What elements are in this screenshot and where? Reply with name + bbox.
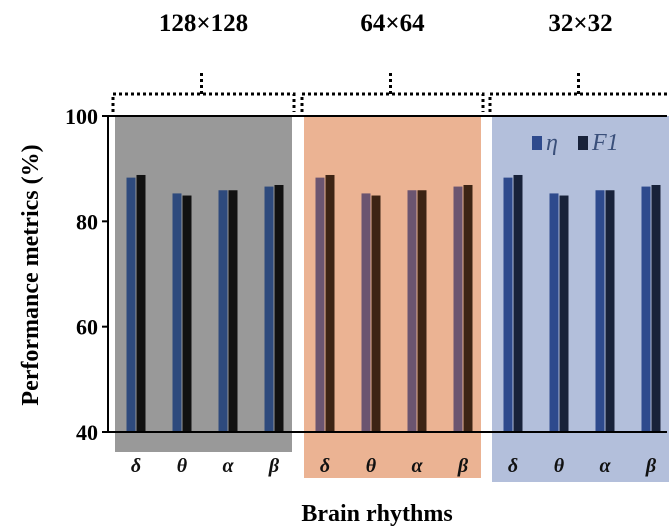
y-tick-label: 100 [65, 104, 98, 129]
category-tick-label: θ [366, 455, 377, 477]
bar-f1 [651, 184, 661, 432]
bar-eta [361, 193, 371, 432]
bar-eta [315, 177, 325, 432]
bar-eta [595, 190, 605, 432]
bar-f1 [463, 184, 473, 432]
bar-eta [218, 190, 228, 432]
category-tick-label: α [222, 455, 234, 477]
category-tick-label: β [268, 455, 280, 477]
y-tick-label: 80 [76, 209, 98, 234]
category-tick-label: θ [177, 455, 188, 477]
bar-f1 [136, 174, 146, 432]
bar-f1 [513, 174, 523, 432]
bar-eta [264, 186, 274, 432]
group-bracket [488, 73, 669, 112]
bar-eta [407, 190, 417, 432]
bar-f1 [559, 195, 569, 432]
category-tick-label: α [411, 455, 423, 477]
y-tick-label: 40 [76, 420, 98, 445]
category-tick-label: δ [320, 455, 330, 477]
bar-eta [126, 177, 136, 432]
group-title: 64×64 [360, 10, 425, 37]
bar-eta [503, 177, 513, 432]
bar-eta [172, 193, 182, 432]
group-title: 32×32 [548, 10, 612, 37]
bar-eta [549, 193, 559, 432]
group-bracket [300, 73, 485, 112]
y-axis-title: Performance metrics (%) [18, 144, 44, 405]
legend-swatch [578, 136, 588, 150]
x-axis-title: Brain rhythms [301, 501, 452, 527]
category-tick-label: δ [508, 455, 518, 477]
category-tick-label: α [599, 455, 611, 477]
bar-f1 [274, 184, 284, 432]
group-bracket [111, 73, 296, 112]
bar-f1 [182, 195, 192, 432]
legend-label: F1 [591, 130, 619, 156]
bar-eta [453, 186, 463, 432]
group-title: 128×128 [159, 10, 248, 37]
category-tick-label: β [457, 455, 469, 477]
y-tick-label: 60 [76, 315, 98, 340]
bar-f1 [325, 174, 335, 432]
legend-swatch [532, 136, 542, 150]
category-tick-label: δ [131, 455, 141, 477]
legend-label: η [546, 130, 558, 156]
bar-eta [641, 186, 651, 432]
category-tick-label: β [645, 455, 657, 477]
category-tick-label: θ [554, 455, 565, 477]
bar-f1 [371, 195, 381, 432]
bar-f1 [605, 190, 615, 432]
bar-f1 [417, 190, 427, 432]
bar-f1 [228, 190, 238, 432]
